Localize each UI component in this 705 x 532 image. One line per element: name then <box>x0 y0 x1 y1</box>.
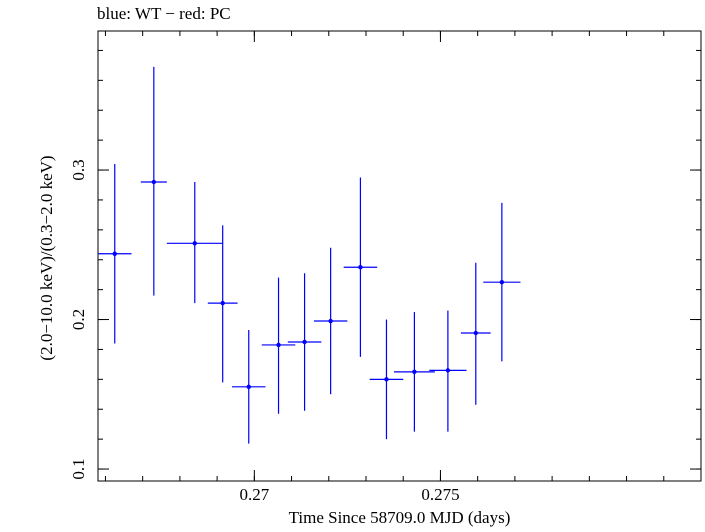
data-point <box>429 310 467 432</box>
data-point <box>261 277 296 414</box>
data-point <box>287 273 322 411</box>
data-point <box>393 312 435 432</box>
data-marker <box>499 279 505 285</box>
data-point <box>460 262 491 405</box>
data-marker <box>112 251 117 256</box>
data-point <box>232 330 266 444</box>
data-marker <box>445 368 451 373</box>
tick-labels: 0.27 0.275 0.1 0.2 0.3 <box>69 159 460 504</box>
data-marker <box>220 300 225 306</box>
plot-frame <box>97 30 702 482</box>
data-marker <box>412 369 417 375</box>
data-point <box>483 202 521 362</box>
data-point <box>313 247 348 395</box>
data-point <box>369 319 404 440</box>
y-tick-label: 0.1 <box>69 458 88 479</box>
data-point <box>98 164 132 344</box>
data-points <box>98 66 521 444</box>
data-marker <box>192 241 197 246</box>
data-marker <box>302 339 307 345</box>
data-point <box>140 66 167 296</box>
axis-ticks <box>98 31 702 481</box>
y-tick-label: 0.2 <box>69 309 88 330</box>
data-point <box>166 181 223 304</box>
y-tick-label: 0.3 <box>69 159 88 180</box>
data-marker <box>473 330 479 336</box>
data-point <box>207 225 238 383</box>
data-marker <box>246 384 251 390</box>
data-marker <box>358 265 363 270</box>
x-tick-label: 0.275 <box>421 485 459 504</box>
data-marker <box>276 342 281 348</box>
data-marker <box>151 179 157 185</box>
x-axis-label: Time Since 58709.0 MJD (days) <box>288 508 511 527</box>
x-tick-label: 0.27 <box>239 485 269 504</box>
data-marker <box>328 318 333 324</box>
chart-title: blue: WT − red: PC <box>97 4 231 23</box>
data-marker <box>384 377 389 382</box>
data-point <box>343 177 378 357</box>
